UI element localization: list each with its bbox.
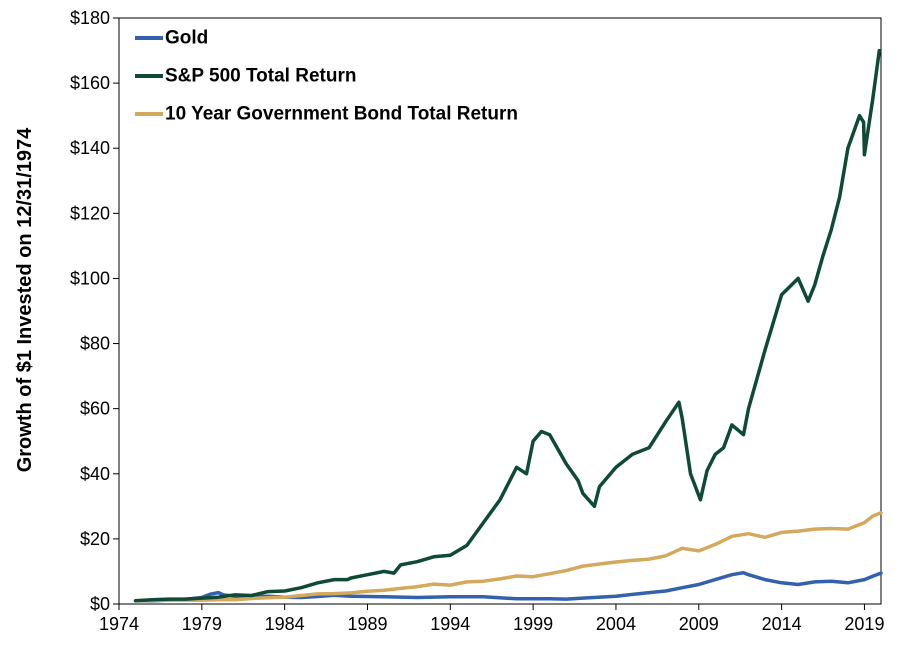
y-tick-label: $160 (70, 73, 110, 93)
y-tick-label: $20 (80, 529, 110, 549)
legend-label: S&P 500 Total Return (165, 66, 356, 87)
x-tick-label: 1979 (182, 614, 222, 634)
y-axis-title: Growth of $1 Invested on 12/31/1974 (14, 127, 36, 472)
y-axis: $0 $20 $40 $60 $80 $100 $120 $140 $160 $180 (70, 8, 119, 614)
x-tick-label: 2004 (596, 614, 636, 634)
y-tick-label: $140 (70, 138, 110, 158)
legend-label: Gold (165, 28, 208, 49)
legend: Gold S&P 500 Total Return 10 Year Governme… (135, 28, 518, 125)
x-tick-label: 1974 (99, 614, 139, 634)
y-tick-label: $180 (70, 8, 110, 28)
x-tick-label: 1984 (265, 614, 305, 634)
x-tick-label: 2019 (844, 614, 884, 634)
series-line-3 (133, 511, 883, 603)
series-lines (133, 48, 883, 603)
x-axis: 1974 1979 1984 1989 1994 1999 2004 2009 2014 2019 (99, 604, 884, 634)
x-tick-label: 1999 (513, 614, 553, 634)
x-tick-label: 1994 (430, 614, 470, 634)
x-tick-label: 2009 (679, 614, 719, 634)
y-tick-label: $80 (80, 334, 110, 354)
legend-label: 10 Year Government Bond Total Return (165, 104, 518, 125)
y-tick-label: $60 (80, 399, 110, 419)
y-tick-label: $0 (90, 594, 110, 614)
y-tick-label: $120 (70, 203, 110, 223)
x-tick-label: 2014 (762, 614, 802, 634)
x-tick-label: 1989 (347, 614, 387, 634)
plot-area (118, 17, 882, 605)
plot-border (118, 17, 882, 605)
y-tick-label: $100 (70, 268, 110, 288)
y-tick-label: $40 (80, 464, 110, 484)
series-line-2 (133, 48, 882, 603)
